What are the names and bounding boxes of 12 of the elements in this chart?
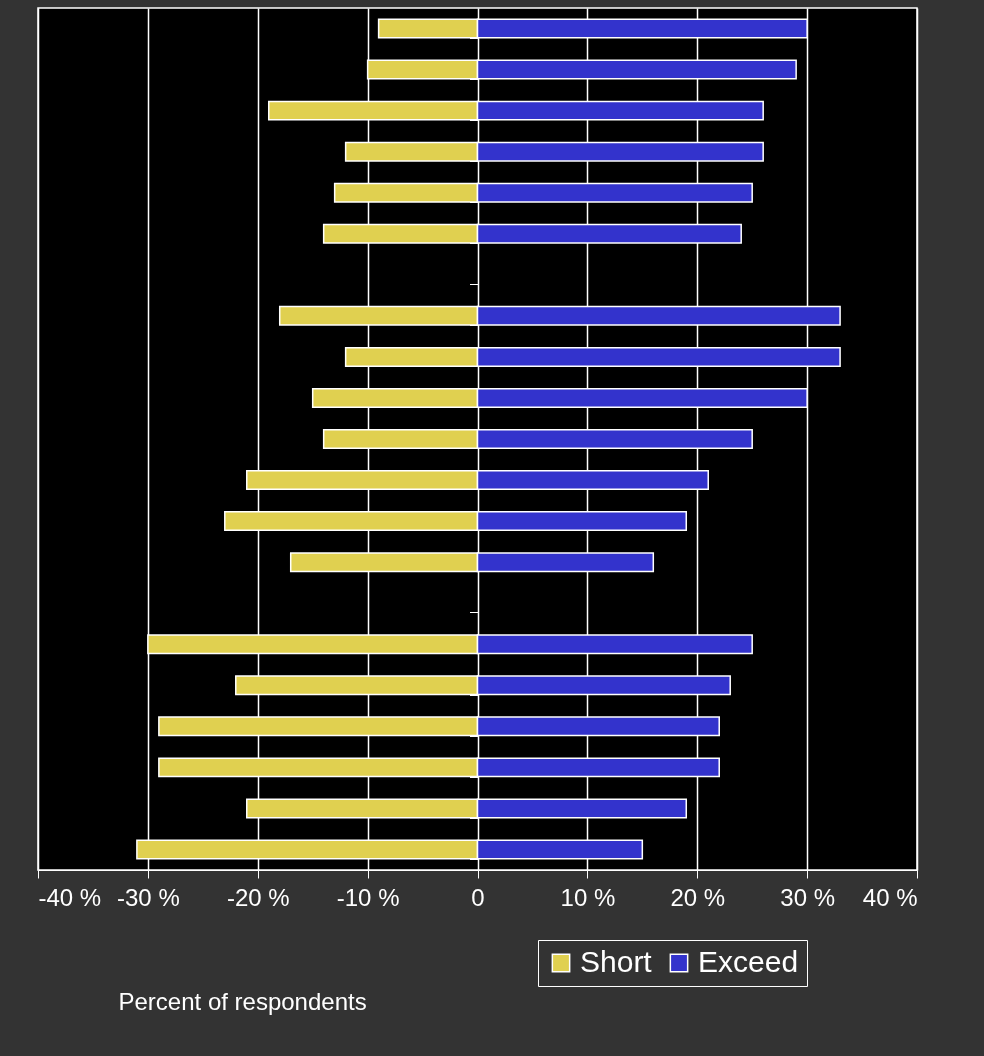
x-tick-label: 0 [471,883,485,911]
legend-label: Exceed [698,945,799,978]
x-tick-label: -20 % [226,883,290,911]
x-tick-label: 30 % [780,883,835,911]
legend-label: Short [580,945,653,978]
x-tick-label: -40 % [38,883,102,911]
x-tick-label: 40 % [862,883,918,911]
x-axis-title: Percent of respondents [118,987,367,1015]
x-tick-label: 20 % [670,883,726,911]
x-tick-label: 10 % [560,883,616,911]
x-tick-label: -30 % [117,883,180,911]
x-tick-label: -10 % [336,883,400,911]
